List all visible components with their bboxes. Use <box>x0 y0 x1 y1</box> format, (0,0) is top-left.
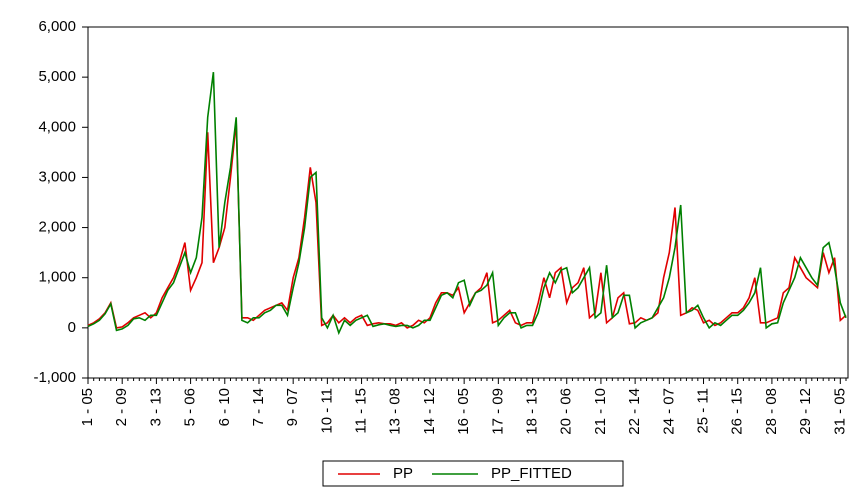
x-tick-label: 31 - 05 <box>831 388 848 435</box>
y-tick-label: -1,000 <box>33 369 76 386</box>
y-tick-label: 2,000 <box>38 219 76 236</box>
y-tick-label: 3,000 <box>38 168 76 185</box>
x-tick-label: 17 - 09 <box>489 388 506 435</box>
y-tick-label: 4,000 <box>38 118 76 135</box>
y-tick-label: 6,000 <box>38 18 76 35</box>
x-tick-label: 13 - 08 <box>387 388 404 435</box>
series-line <box>87 122 847 329</box>
x-tick-label: 26 - 15 <box>729 388 746 435</box>
x-tick-label: 1 - 05 <box>79 388 96 426</box>
x-tick-label: 11 - 15 <box>353 388 370 434</box>
series-line <box>87 71 847 336</box>
x-tick-label: 14 - 12 <box>421 388 438 435</box>
y-tick-label: 5,000 <box>38 68 76 85</box>
x-tick-label: 29 - 12 <box>797 388 814 435</box>
x-tick-label: 20 - 06 <box>558 388 575 435</box>
x-tick-label: 6 - 10 <box>216 388 233 426</box>
y-tick-label: 1,000 <box>38 269 76 286</box>
x-tick-label: 3 - 13 <box>147 388 164 426</box>
plot-frame <box>87 26 849 379</box>
x-tick-label: 24 - 07 <box>660 388 677 435</box>
x-tick-label: 5 - 06 <box>182 388 199 426</box>
x-tick-label: 16 - 05 <box>455 388 472 435</box>
x-tick-label: 21 - 10 <box>592 388 609 435</box>
x-tick-label: 28 - 08 <box>763 388 780 435</box>
x-tick-label: 10 - 11 <box>318 388 335 434</box>
x-tick-label: 7 - 14 <box>250 388 267 426</box>
legend-label: PP <box>393 465 413 482</box>
x-tick-label: 22 - 14 <box>626 388 643 435</box>
x-tick-label: 18 - 13 <box>524 388 541 435</box>
x-tick-label: 9 - 07 <box>284 388 301 426</box>
x-tick-label: 2 - 09 <box>113 388 130 426</box>
x-tick-label: 25 - 11 <box>694 388 711 434</box>
y-tick-label: 0 <box>68 319 76 336</box>
legend-label: PP_FITTED <box>491 465 572 482</box>
